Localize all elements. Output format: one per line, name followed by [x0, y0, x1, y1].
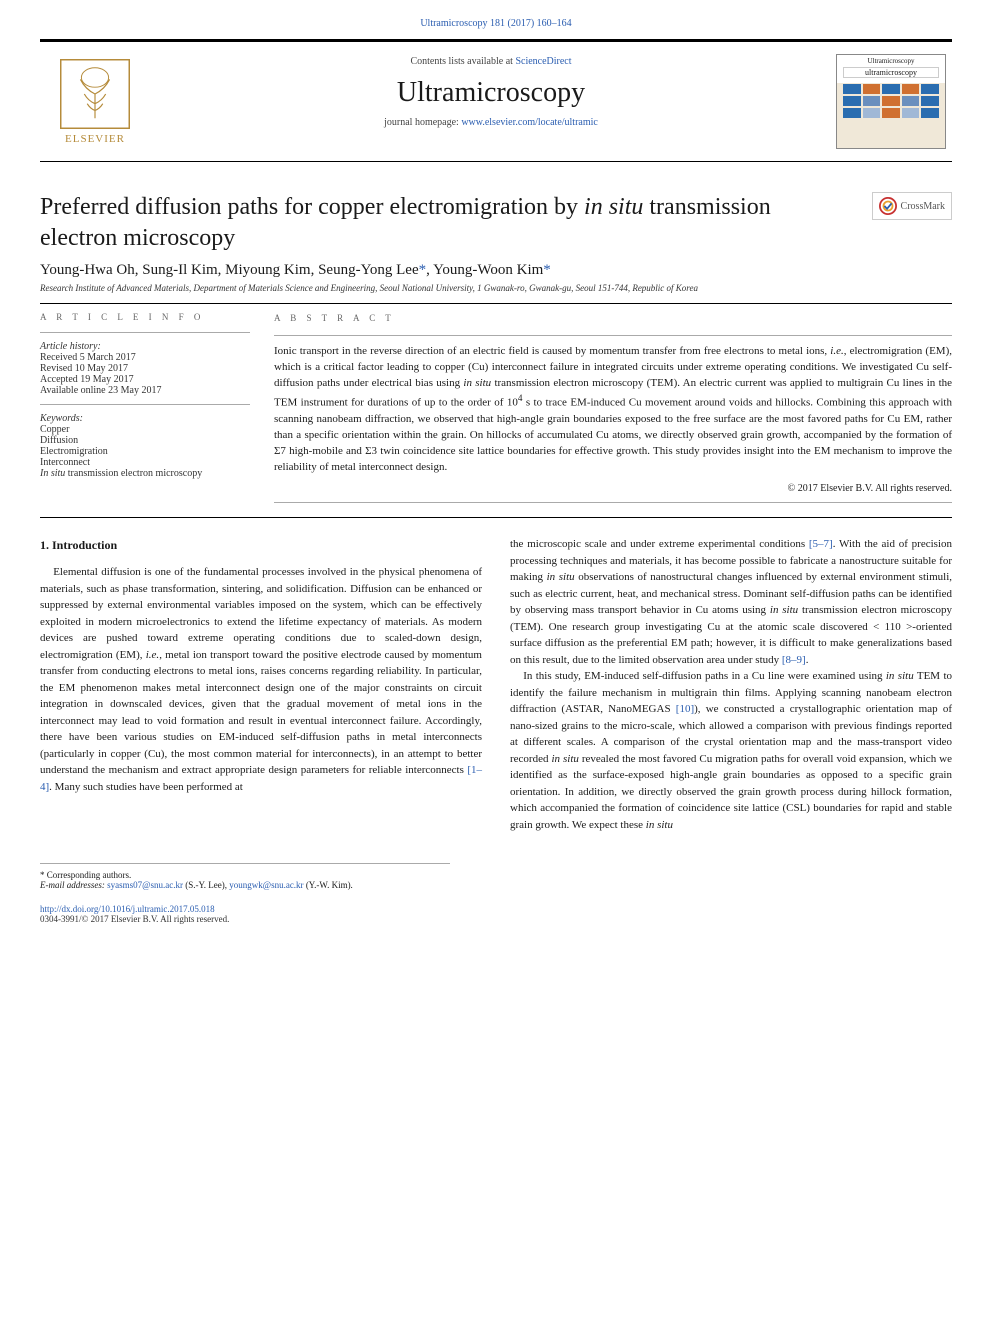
- history-line: Available online 23 May 2017: [40, 385, 250, 396]
- body-column-left: 1. Introduction Elemental diffusion is o…: [40, 536, 482, 833]
- sciencedirect-link[interactable]: ScienceDirect: [515, 56, 571, 67]
- keywords-label: Keywords:: [40, 413, 250, 424]
- authors: Young-Hwa Oh, Sung-Il Kim, Miyoung Kim, …: [40, 262, 952, 279]
- cover-grid-cell: [921, 96, 939, 106]
- body-column-right: the microscopic scale and under extreme …: [510, 536, 952, 833]
- abstract-heading: a b s t r a c t: [274, 312, 952, 325]
- cover-grid-cell: [882, 96, 900, 106]
- cover-grid-cell: [882, 108, 900, 118]
- abstract-text: Ionic transport in the reverse direction…: [274, 344, 952, 475]
- cover-grid-cell: [843, 84, 861, 94]
- cover-grid-cell: [863, 84, 881, 94]
- cover-grid-cell: [843, 96, 861, 106]
- crossmark-badge[interactable]: CrossMark: [872, 192, 952, 220]
- cover-grid-cell: [902, 96, 920, 106]
- divider: [40, 303, 952, 304]
- corresponding-note: * Corresponding authors.: [40, 870, 450, 880]
- journal-name: Ultramicroscopy: [160, 77, 822, 109]
- issn-line: 0304-3991/© 2017 Elsevier B.V. All right…: [40, 914, 229, 924]
- email-line: E-mail addresses: syasms07@snu.ac.kr (S.…: [40, 880, 450, 890]
- elsevier-logo: [60, 59, 130, 129]
- cover-grid-cell: [902, 84, 920, 94]
- article-info: a r t i c l e i n f o Article history: R…: [40, 312, 250, 503]
- homepage-link[interactable]: www.elsevier.com/locate/ultramic: [461, 117, 598, 128]
- cover-grid-cell: [863, 108, 881, 118]
- cover-grid-cell: [921, 108, 939, 118]
- history-line: Received 5 March 2017: [40, 352, 250, 363]
- header-citation: Ultramicroscopy 181 (2017) 160–164: [0, 0, 992, 39]
- body-p1: Elemental diffusion is one of the fundam…: [40, 564, 482, 795]
- article-info-heading: a r t i c l e i n f o: [40, 312, 250, 322]
- cover-grid-cell: [863, 96, 881, 106]
- body-p3: In this study, EM-induced self-diffusion…: [510, 668, 952, 833]
- body-p2: the microscopic scale and under extreme …: [510, 536, 952, 668]
- divider: [40, 517, 952, 518]
- history-line: Revised 10 May 2017: [40, 363, 250, 374]
- cover-grid-cell: [843, 108, 861, 118]
- footnotes: * Corresponding authors. E-mail addresse…: [40, 863, 450, 890]
- affiliation: Research Institute of Advanced Materials…: [40, 283, 952, 293]
- email-link-2[interactable]: youngwk@snu.ac.kr: [229, 880, 303, 890]
- doi-link[interactable]: http://dx.doi.org/10.1016/j.ultramic.201…: [40, 904, 215, 914]
- email-link-1[interactable]: syasms07@snu.ac.kr: [107, 880, 183, 890]
- keywords: CopperDiffusionElectromigrationInterconn…: [40, 424, 250, 479]
- contents-line: Contents lists available at ScienceDirec…: [160, 56, 822, 67]
- article-title: Preferred diffusion paths for copper ele…: [40, 192, 810, 254]
- cover-grid-cell: [921, 84, 939, 94]
- footer: http://dx.doi.org/10.1016/j.ultramic.201…: [40, 904, 952, 924]
- crossmark-icon: [879, 197, 897, 215]
- copyright: © 2017 Elsevier B.V. All rights reserved…: [274, 482, 952, 497]
- homepage-line: journal homepage: www.elsevier.com/locat…: [160, 117, 822, 128]
- publisher-name: ELSEVIER: [65, 133, 125, 145]
- history-line: Accepted 19 May 2017: [40, 374, 250, 385]
- publisher-block: ELSEVIER: [40, 50, 150, 153]
- abstract: a b s t r a c t Ionic transport in the r…: [274, 312, 952, 503]
- journal-cover-thumb: Ultramicroscopy ultramicroscopy: [836, 54, 946, 149]
- cover-grid-cell: [882, 84, 900, 94]
- cover-grid-cell: [902, 108, 920, 118]
- section-heading: 1. Introduction: [40, 536, 482, 554]
- banner: ELSEVIER Contents lists available at Sci…: [40, 39, 952, 162]
- history-label: Article history:: [40, 341, 250, 352]
